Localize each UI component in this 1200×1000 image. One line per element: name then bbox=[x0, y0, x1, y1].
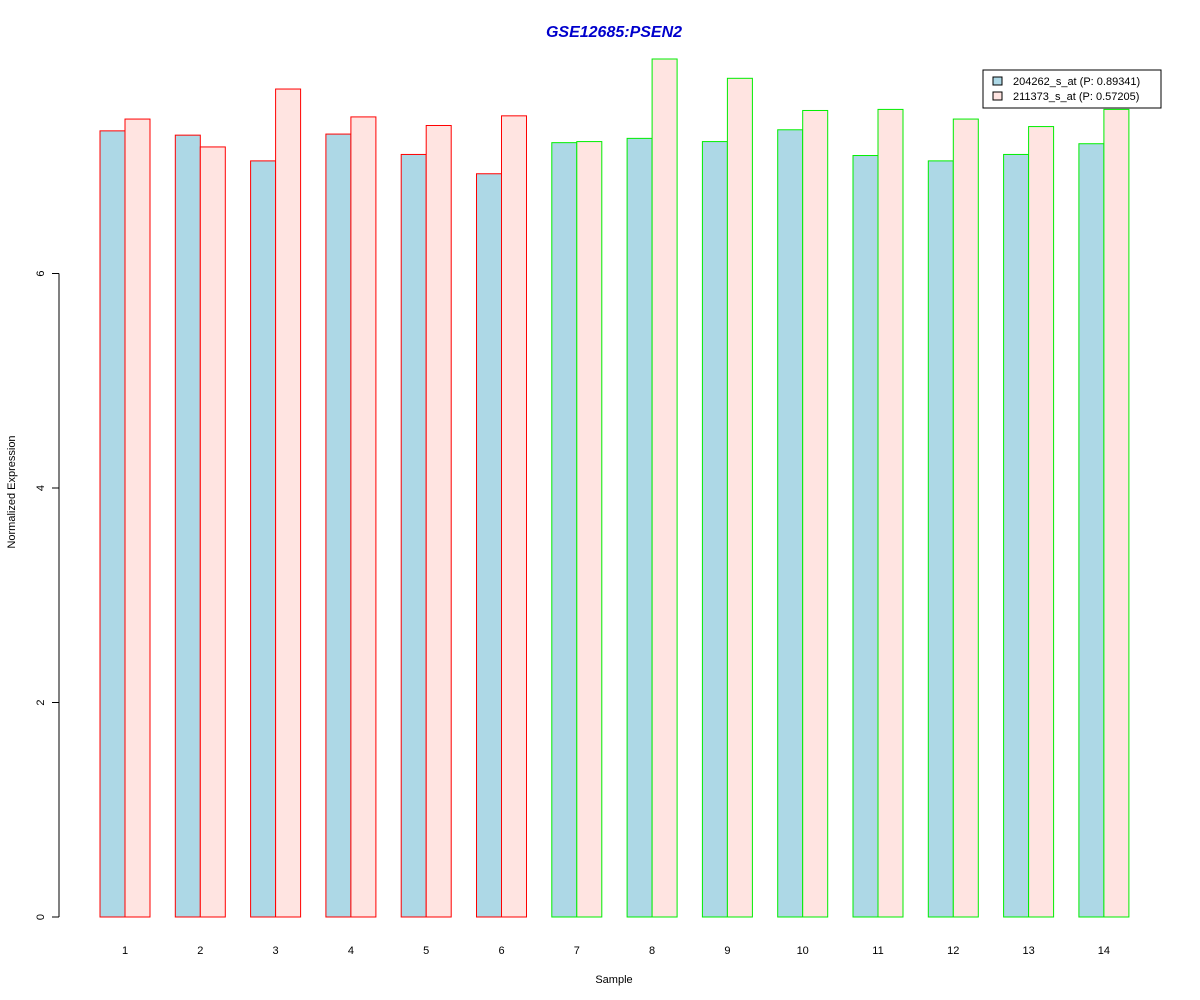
y-tick-label: 0 bbox=[35, 914, 47, 920]
y-axis: 0 2 4 6 bbox=[35, 270, 60, 920]
x-tick-label: 13 bbox=[1022, 945, 1034, 957]
bar-s1-sample-9 bbox=[701, 141, 728, 918]
bar-s2-sample-8 bbox=[651, 58, 678, 918]
x-tick-label: 4 bbox=[348, 945, 354, 957]
x-tick-label: 8 bbox=[649, 945, 655, 957]
x-tick-label: 7 bbox=[574, 945, 580, 957]
x-tick-label: 11 bbox=[872, 945, 883, 957]
legend: 204262_s_at (P: 0.89341) 211373_s_at (P: … bbox=[982, 69, 1162, 109]
x-tick-label: 2 bbox=[197, 945, 203, 957]
bar-s2-sample-1 bbox=[124, 118, 151, 918]
x-tick-labels: 1 2 3 4 5 6 7 8 9 10 11 12 13 14 bbox=[122, 945, 1110, 957]
bar-s2-sample-11 bbox=[877, 108, 904, 918]
x-tick-label: 6 bbox=[498, 945, 504, 957]
x-tick-label: 5 bbox=[423, 945, 429, 957]
bar-s1-sample-6 bbox=[476, 173, 502, 918]
bar-s2-sample-9 bbox=[726, 77, 753, 918]
bar-s1-sample-2 bbox=[174, 134, 201, 918]
legend-swatch-2 bbox=[992, 91, 1003, 101]
bar-s1-sample-11 bbox=[852, 155, 879, 918]
legend-swatch-1 bbox=[992, 76, 1003, 86]
bar-s1-sample-5 bbox=[400, 153, 427, 918]
bars bbox=[99, 58, 1130, 918]
bar-s1-sample-12 bbox=[927, 160, 954, 918]
x-axis-label: Sample bbox=[595, 974, 632, 986]
x-tick-label: 10 bbox=[797, 945, 809, 957]
y-tick-label: 6 bbox=[35, 270, 47, 276]
bar-s2-sample-10 bbox=[802, 109, 829, 918]
bar-s1-sample-1 bbox=[99, 130, 126, 918]
legend-box bbox=[982, 69, 1162, 109]
y-tick-label: 4 bbox=[35, 485, 47, 491]
bar-s2-sample-3 bbox=[275, 88, 302, 918]
x-tick-label: 14 bbox=[1098, 945, 1110, 957]
legend-label-2: 211373_s_at (P: 0.57205) bbox=[1013, 91, 1139, 103]
bar-s2-sample-6 bbox=[501, 115, 527, 918]
y-axis-label: Normalized Expression bbox=[6, 435, 18, 548]
bar-s2-sample-2 bbox=[199, 146, 226, 918]
chart-title: GSE12685:PSEN2 bbox=[546, 24, 682, 41]
bar-s2-sample-14 bbox=[1103, 108, 1130, 918]
bar-s1-sample-10 bbox=[777, 129, 804, 918]
bar-s2-sample-4 bbox=[350, 116, 377, 918]
y-tick-label: 2 bbox=[35, 699, 47, 705]
bar-s1-sample-3 bbox=[250, 160, 277, 918]
bar-s2-sample-12 bbox=[952, 118, 979, 918]
x-tick-label: 3 bbox=[273, 945, 279, 957]
x-tick-label: 9 bbox=[724, 945, 730, 957]
x-tick-label: 1 bbox=[122, 945, 128, 957]
bar-s1-sample-8 bbox=[626, 137, 653, 918]
bar-s2-sample-13 bbox=[1028, 126, 1055, 918]
bar-s1-sample-14 bbox=[1078, 143, 1105, 918]
bar-s1-sample-4 bbox=[325, 133, 352, 918]
x-tick-label: 12 bbox=[947, 945, 959, 957]
bar-s1-sample-7 bbox=[551, 142, 578, 918]
legend-label-1: 204262_s_at (P: 0.89341) bbox=[1013, 76, 1140, 88]
bar-s2-sample-7 bbox=[576, 141, 603, 918]
bar-s1-sample-13 bbox=[1003, 153, 1030, 918]
bar-s2-sample-5 bbox=[425, 124, 452, 918]
